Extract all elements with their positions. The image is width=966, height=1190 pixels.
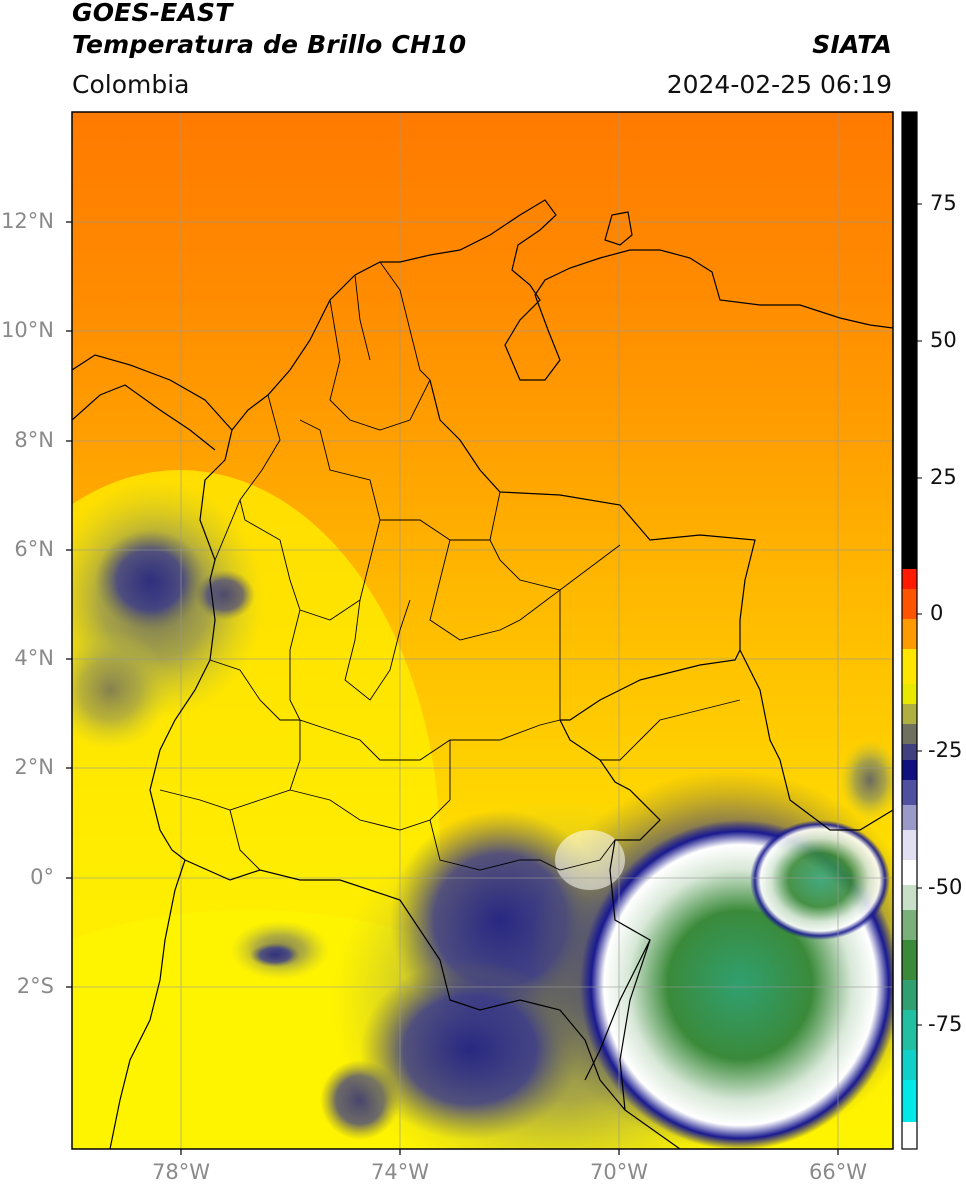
colorbar-label-25: 25 (930, 465, 957, 489)
lat-label-6n: 6°N (14, 537, 54, 561)
satellite-title: GOES-EAST (72, 0, 233, 27)
lon-label-74w: 74°W (371, 1160, 429, 1184)
colorbar-label-75: 75 (930, 191, 957, 215)
brazil-peru-border (619, 939, 681, 1149)
lon-label-66w: 66°W (809, 1160, 867, 1184)
colorbar-label-minus50: -50 (928, 875, 963, 899)
lat-label-0: 0° (30, 865, 54, 889)
venezuela-brazil-border (739, 649, 893, 831)
region-label: Colombia (72, 70, 190, 99)
colorbar-label-minus75: -75 (928, 1012, 963, 1036)
lat-label-10n: 10°N (1, 318, 54, 342)
map-frame (71, 111, 894, 1150)
colombia-venezuela-border (429, 379, 756, 721)
lat-label-4n: 4°N (14, 646, 54, 670)
caribbean-coastline (231, 199, 893, 431)
temperature-field (72, 112, 893, 1149)
lat-label-2n: 2°N (14, 755, 54, 779)
lat-label-12n: 12°N (1, 209, 54, 233)
colombia-peru-ecuador-border (184, 859, 626, 1111)
boundaries (72, 199, 893, 1149)
lat-label-2s: 2°S (16, 974, 54, 998)
lon-label-78w: 78°W (152, 1160, 210, 1184)
colombia-brazil-border (559, 719, 661, 1081)
product-title: Temperatura de Brillo CH10 (72, 30, 467, 59)
source-label: SIATA (812, 30, 892, 59)
colorbar-label-50: 50 (930, 328, 957, 352)
ecuador-coast (109, 859, 186, 1149)
graticule (72, 112, 893, 1149)
colorbar-label-minus25: -25 (928, 738, 963, 762)
lon-label-70w: 70°W (590, 1160, 648, 1184)
datetime-label: 2024-02-25 06:19 (666, 70, 892, 99)
axis-ticks (66, 221, 839, 1155)
aruba-curacao (604, 211, 633, 246)
colorbar (901, 111, 922, 1150)
colorbar-label-0: 0 (930, 601, 944, 625)
department-lines (159, 261, 741, 871)
panama-coast (72, 354, 233, 451)
lat-label-8n: 8°N (14, 428, 54, 452)
